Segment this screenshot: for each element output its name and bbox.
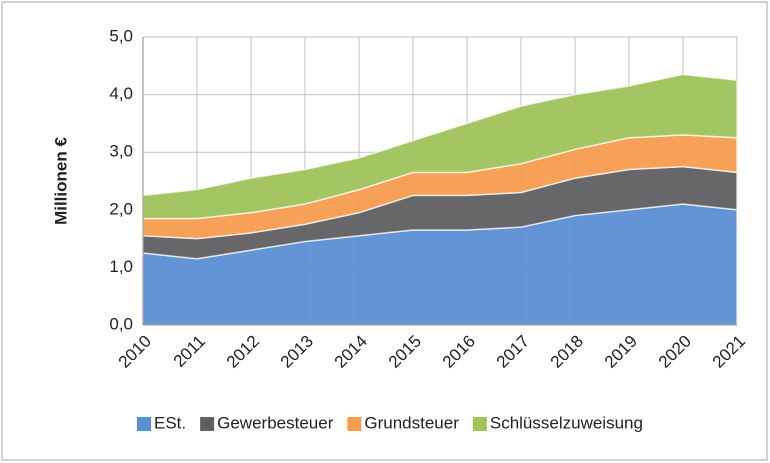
legend-label: Schlüsselzuweisung	[490, 413, 643, 432]
y-tick-label: 0,0	[109, 314, 133, 333]
area	[142, 73, 738, 220]
legend-label: ESt.	[154, 413, 186, 432]
y-tick-label: 4,0	[109, 84, 133, 103]
legend-label: Grundsteuer	[364, 413, 459, 432]
legend-swatch	[472, 417, 487, 431]
y-tick-label: 1,0	[109, 257, 133, 276]
legend-swatch	[137, 417, 151, 431]
legend-label: Gewerbesteuer	[217, 413, 334, 432]
y-tick-label: 3,0	[109, 142, 133, 161]
y-tick-label: 2,0	[109, 199, 133, 218]
legend-swatch	[347, 417, 362, 431]
legend-swatch	[200, 417, 215, 431]
y-axis-label: Millionen €	[51, 137, 70, 225]
y-tick-label: 5,0	[109, 26, 133, 45]
